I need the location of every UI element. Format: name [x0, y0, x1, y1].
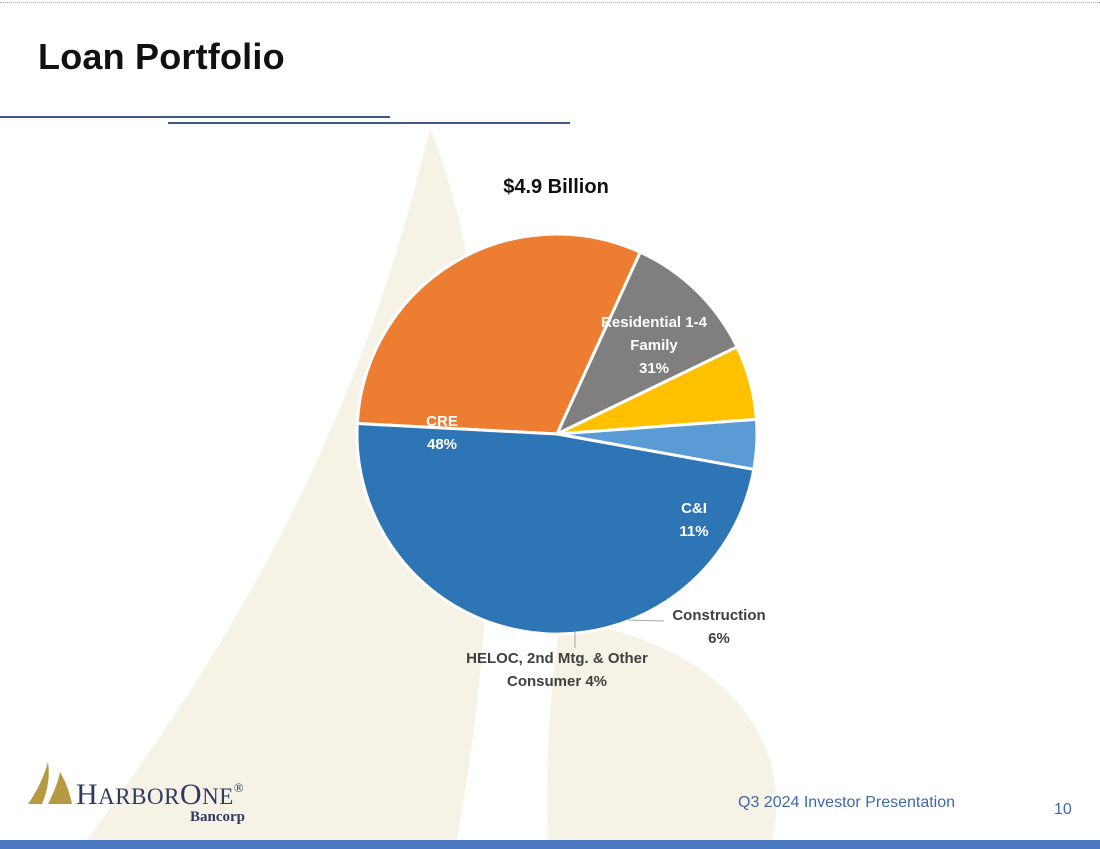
data-label-construction-pct: 6%: [708, 630, 730, 647]
data-label-cre-name: CRE: [426, 413, 458, 430]
logo-subtitle: Bancorp: [190, 809, 246, 825]
harborone-sail-icon: [28, 762, 72, 804]
data-label-heloc-line2: Consumer 4%: [506, 673, 608, 690]
data-label-ci-pct: 11%: [679, 523, 709, 540]
data-label-ci: C&I 11%: [654, 497, 734, 543]
data-label-cre: CRE 48%: [402, 410, 482, 456]
logo-letter-h: H: [76, 778, 99, 811]
data-label-residential-line1: Residential 1-4: [601, 314, 707, 331]
data-label-cre-pct: 48%: [426, 436, 458, 453]
pie-slice-c-i: [555, 250, 739, 436]
data-label-ci-name: C&I: [681, 500, 707, 517]
pie-slice-residential-1-4-family: [355, 232, 642, 436]
data-label-residential-pct: 31%: [638, 360, 670, 377]
footer-presentation-name: Q3 2024 Investor Presentation: [738, 794, 956, 811]
data-label-heloc-line1: HELOC, 2nd Mtg. & Other: [466, 650, 648, 667]
logo-letters-arbor: ARBOR: [98, 784, 180, 809]
title-rule-lower: [168, 122, 570, 124]
data-label-residential: Residential 1-4 Family 31%: [584, 311, 724, 380]
title-rule-upper: [0, 116, 390, 118]
data-label-heloc: HELOC, 2nd Mtg. & Other Consumer 4%: [442, 647, 672, 693]
logo-letter-o: O: [179, 778, 203, 811]
top-dotted-border: [0, 2, 1100, 3]
logo-letters-ne: NE: [202, 784, 234, 809]
data-label-construction: Construction 6%: [660, 604, 778, 650]
pie-slice-cre: [355, 422, 756, 636]
logo-wordmark: HARBORONE®: [76, 778, 244, 812]
leader-line-construction: [627, 619, 665, 622]
slide-title: Loan Portfolio: [38, 36, 285, 77]
chart-title: $4.9 Billion: [503, 176, 609, 198]
data-label-residential-line2: Family: [630, 337, 678, 354]
page-number: 10: [1054, 801, 1072, 818]
bottom-accent-bar: [0, 840, 1100, 849]
logo-registered-mark: ®: [233, 780, 245, 795]
data-label-construction-name: Construction: [672, 607, 766, 624]
